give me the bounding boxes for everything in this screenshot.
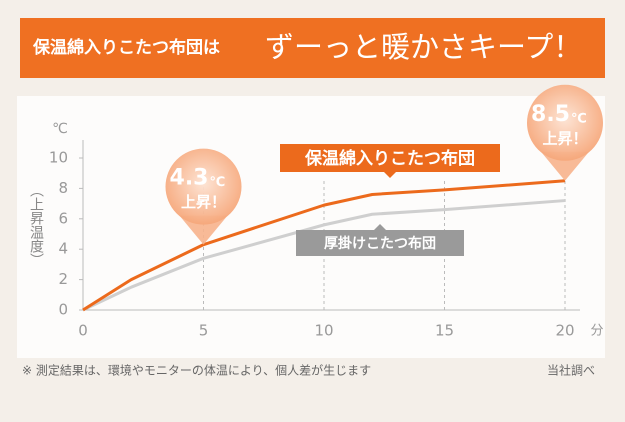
footnote: ※ 測定結果は、環境やモニターの体温により、個人差が生じます — [22, 363, 371, 378]
x-tick-label: 0 — [78, 322, 88, 340]
line-series — [82, 179, 566, 312]
legend-label: 保温綿入りこたつ布団 — [304, 148, 475, 169]
y-tick-label: 8 — [58, 179, 68, 197]
annotation-bubble-body — [527, 84, 603, 161]
annotation-text: 上昇！ — [181, 193, 226, 211]
series-label-box — [280, 144, 500, 172]
x-tick-label: 5 — [199, 322, 209, 340]
annotation-unit: ℃ — [210, 175, 226, 190]
x-tick-label: 20 — [555, 322, 574, 340]
series-label-pointer — [384, 172, 396, 178]
annotation-bubble — [541, 151, 589, 181]
x-tick-label: 15 — [435, 322, 454, 340]
x-unit: 分 — [590, 324, 603, 339]
y-unit: ℃ — [52, 121, 68, 137]
y-tick-label: 2 — [58, 270, 68, 288]
y-tick-label: 10 — [49, 149, 68, 167]
chart-title: 保温綿入りこたつ布団は — [32, 37, 220, 58]
legend-label: 厚掛けこたつ布団 — [324, 235, 436, 252]
annotation-unit: ℃ — [571, 111, 587, 126]
chart-subtitle: ずーっと暖かさキープ！ — [265, 30, 582, 64]
y-tick-label: 0 — [58, 301, 68, 319]
y-tick-label: 6 — [58, 209, 68, 227]
line-series — [82, 199, 566, 312]
annotation-bubble — [179, 215, 228, 245]
annotation-bubble-body — [165, 148, 242, 225]
y-axis-label: （上昇温度） — [28, 183, 44, 267]
annotation-text: 上昇！ — [542, 129, 587, 147]
annotation-value: 4.3 — [170, 166, 209, 191]
y-tick-label: 4 — [58, 240, 68, 258]
banner — [20, 18, 605, 78]
series-label-box — [296, 230, 464, 256]
annotation-value: 8.5 — [531, 102, 570, 127]
series-label-pointer — [374, 224, 386, 230]
source: 当社調べ — [547, 363, 595, 378]
x-tick-label: 10 — [314, 322, 333, 340]
